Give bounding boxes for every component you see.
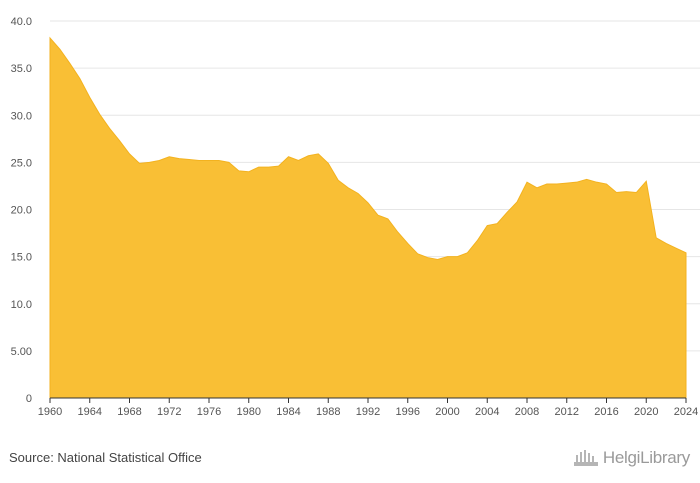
y-axis-ticks: 0 5.00 10.0 15.0 20.0 25.0 30.0 35.0 40.0	[11, 16, 32, 405]
y-tick-label: 25.0	[11, 157, 32, 169]
x-tick-label: 2024	[674, 406, 698, 418]
x-tick-label: 1976	[197, 406, 221, 418]
x-tick-label: 1996	[396, 406, 420, 418]
x-tick-label: 1964	[78, 406, 102, 418]
x-tick-label: 1968	[117, 406, 141, 418]
x-tick-label: 2004	[475, 406, 499, 418]
y-tick-label: 15.0	[11, 252, 32, 264]
x-tick-label: 2000	[435, 406, 459, 418]
x-tick-label: 2020	[634, 406, 658, 418]
x-tick-label: 2008	[515, 406, 539, 418]
y-tick-label: 30.0	[11, 110, 32, 122]
source-note: Source: National Statistical Office	[9, 450, 202, 465]
x-tick-label: 1984	[276, 406, 300, 418]
x-tick-label: 2012	[555, 406, 579, 418]
brand-name: HelgiLibrary	[602, 448, 690, 467]
area-series-0	[49, 36, 687, 399]
building-icon	[573, 450, 598, 466]
x-tick-label: 1960	[38, 406, 62, 418]
x-tick-label: 1980	[237, 406, 261, 418]
brand-logo[interactable]: HelgiLibrary	[573, 448, 690, 468]
x-tick-label: 2016	[594, 406, 618, 418]
y-tick-label: 35.0	[11, 63, 32, 75]
y-tick-label: 20.0	[11, 205, 32, 217]
plot-area	[49, 36, 687, 399]
x-axis-ticks: 1960 1964 1968 1972 1976 1980 1984 1988 1992 1996…	[38, 398, 698, 418]
y-tick-label: 5.00	[11, 346, 32, 358]
x-tick-label: 1972	[157, 406, 181, 418]
x-tick-label: 1988	[316, 406, 340, 418]
y-tick-label: 40.0	[11, 16, 32, 28]
y-tick-label: 0	[26, 393, 32, 405]
x-tick-label: 1992	[356, 406, 380, 418]
y-tick-label: 10.0	[11, 299, 32, 311]
